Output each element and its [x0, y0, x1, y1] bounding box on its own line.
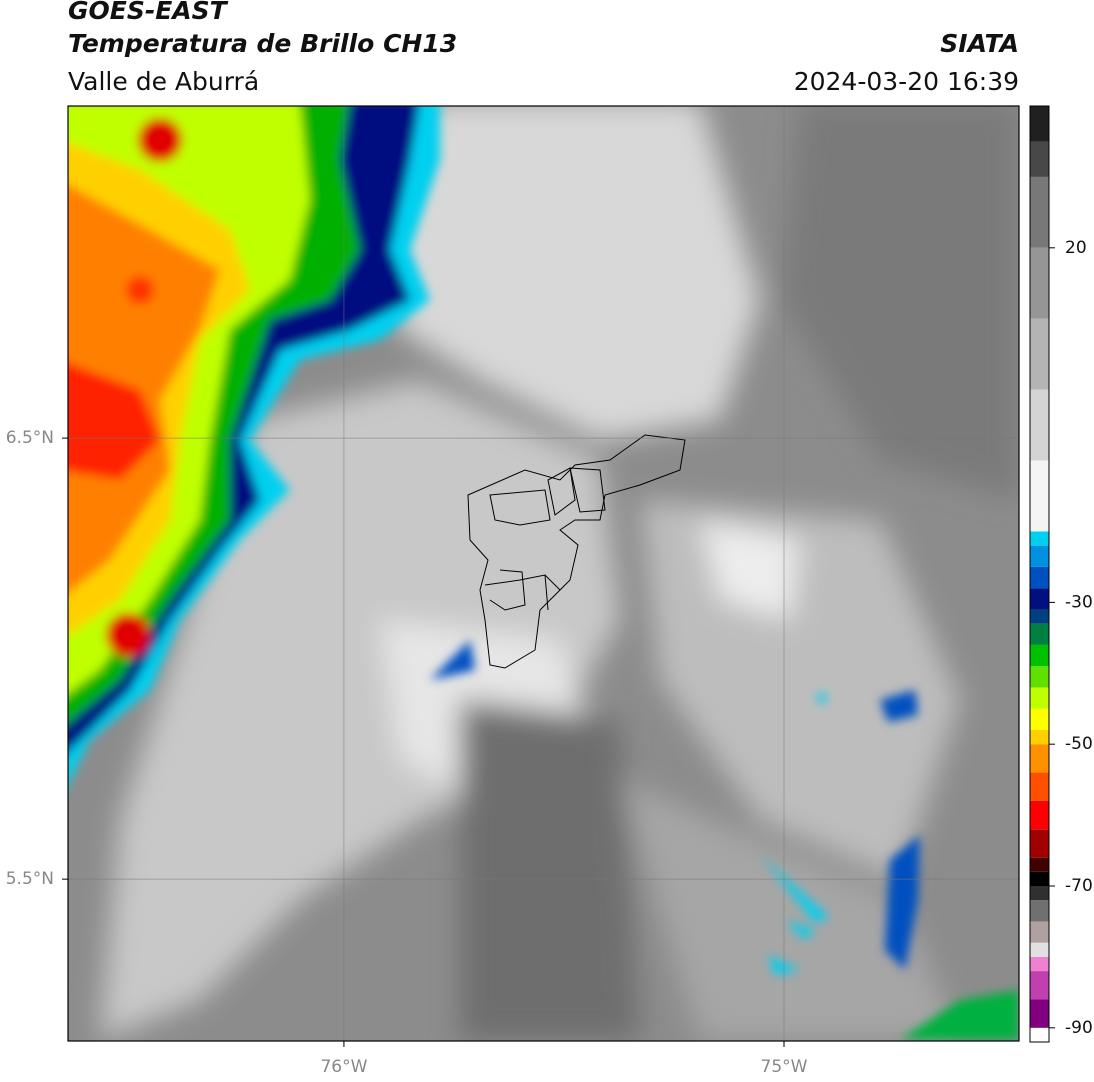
- colorbar-segment: [1030, 800, 1049, 830]
- colorbar-segment: [1030, 744, 1049, 773]
- colorbar-segment: [1030, 942, 1049, 957]
- colorbar-segment: [1030, 687, 1049, 709]
- colorbar-segment: [1030, 588, 1049, 610]
- graticule: 76°W 75°W 6.5°N 5.5°N: [6, 106, 1019, 1077]
- colorbar-segment: [1030, 1027, 1049, 1042]
- source: SIATA: [940, 29, 1019, 58]
- y-tick-label: 6.5°N: [6, 428, 54, 448]
- colorbar-segment: [1030, 247, 1049, 319]
- colorbar-segment: [1030, 829, 1049, 858]
- colorbar-segment: [1030, 531, 1049, 546]
- colorbar-segment: [1030, 644, 1049, 667]
- colorbar-segment: [1030, 176, 1049, 248]
- colorbar-tick-label: -30: [1065, 592, 1093, 612]
- colorbar-segment: [1030, 389, 1049, 461]
- colorbar-tick-label: -50: [1065, 734, 1093, 754]
- colorbar-segment: [1030, 730, 1049, 745]
- colorbar-segment: [1030, 545, 1049, 567]
- datetime: 2024-03-20 16:39: [794, 67, 1019, 96]
- colorbar-segment: [1030, 772, 1049, 801]
- colorbar-tick-label: -70: [1065, 876, 1093, 896]
- colorbar-segment: [1030, 566, 1049, 589]
- map-frame: [67, 105, 1020, 1042]
- colorbar-segment: [1030, 857, 1049, 872]
- colorbar-segment: [1030, 999, 1049, 1028]
- colorbar-segment: [1030, 871, 1049, 886]
- colorbar-segment: [1030, 886, 1049, 901]
- colorbar-segment: [1030, 609, 1049, 624]
- x-tick-label: 76°W: [320, 1057, 367, 1077]
- municipal-boundaries: [467, 434, 686, 669]
- y-tick-label: 5.5°N: [6, 869, 54, 889]
- colorbar-segment: [1030, 971, 1049, 1000]
- colorbar-segment: [1030, 623, 1049, 645]
- satellite-image: [68, 106, 1019, 1041]
- colorbar: 20 -30 -50 -70 -90: [1030, 106, 1093, 1042]
- colorbar-segment: [1030, 956, 1049, 972]
- colorbar-segment: [1030, 708, 1049, 730]
- colorbar-tick-label: 20: [1065, 238, 1087, 258]
- region: Valle de Aburrá: [68, 67, 259, 96]
- colorbar-segment: [1030, 900, 1049, 922]
- colorbar-segment: [1030, 141, 1049, 177]
- colorbar-tick-label: -90: [1065, 1018, 1093, 1038]
- colorbar-segment: [1030, 921, 1049, 943]
- colorbar-segment: [1030, 318, 1049, 390]
- x-tick-label: 75°W: [761, 1057, 808, 1077]
- colorbar-segment: [1030, 666, 1049, 688]
- colorbar-frame: [1029, 105, 1050, 1043]
- title: GOES-EAST: [68, 0, 229, 25]
- subtitle: Temperatura de Brillo CH13: [68, 29, 457, 58]
- colorbar-segment: [1030, 106, 1049, 142]
- colorbar-segment: [1030, 460, 1049, 532]
